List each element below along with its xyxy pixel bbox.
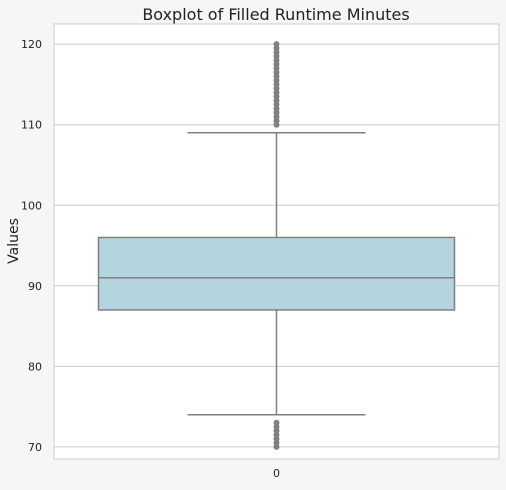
y-tick-label-110: 110 <box>21 119 42 132</box>
y-tick-label-70: 70 <box>28 441 42 454</box>
chart-title: Boxplot of Filled Runtime Minutes <box>142 5 409 24</box>
y-tick-labels: 70 80 90 100 110 120 <box>21 38 42 454</box>
x-tick-labels: 0 <box>273 467 280 480</box>
outliers-group <box>273 41 280 450</box>
y-tick-label-90: 90 <box>28 280 42 293</box>
outlier-point <box>273 41 280 48</box>
y-tick-label-100: 100 <box>21 199 42 212</box>
y-axis-label: Values <box>6 218 22 264</box>
y-tick-label-120: 120 <box>21 38 42 51</box>
box-group <box>97 132 456 416</box>
y-tick-label-80: 80 <box>28 360 42 373</box>
x-tick-label-0: 0 <box>273 467 280 480</box>
iqr-box <box>97 236 456 311</box>
outlier-point <box>273 419 280 426</box>
